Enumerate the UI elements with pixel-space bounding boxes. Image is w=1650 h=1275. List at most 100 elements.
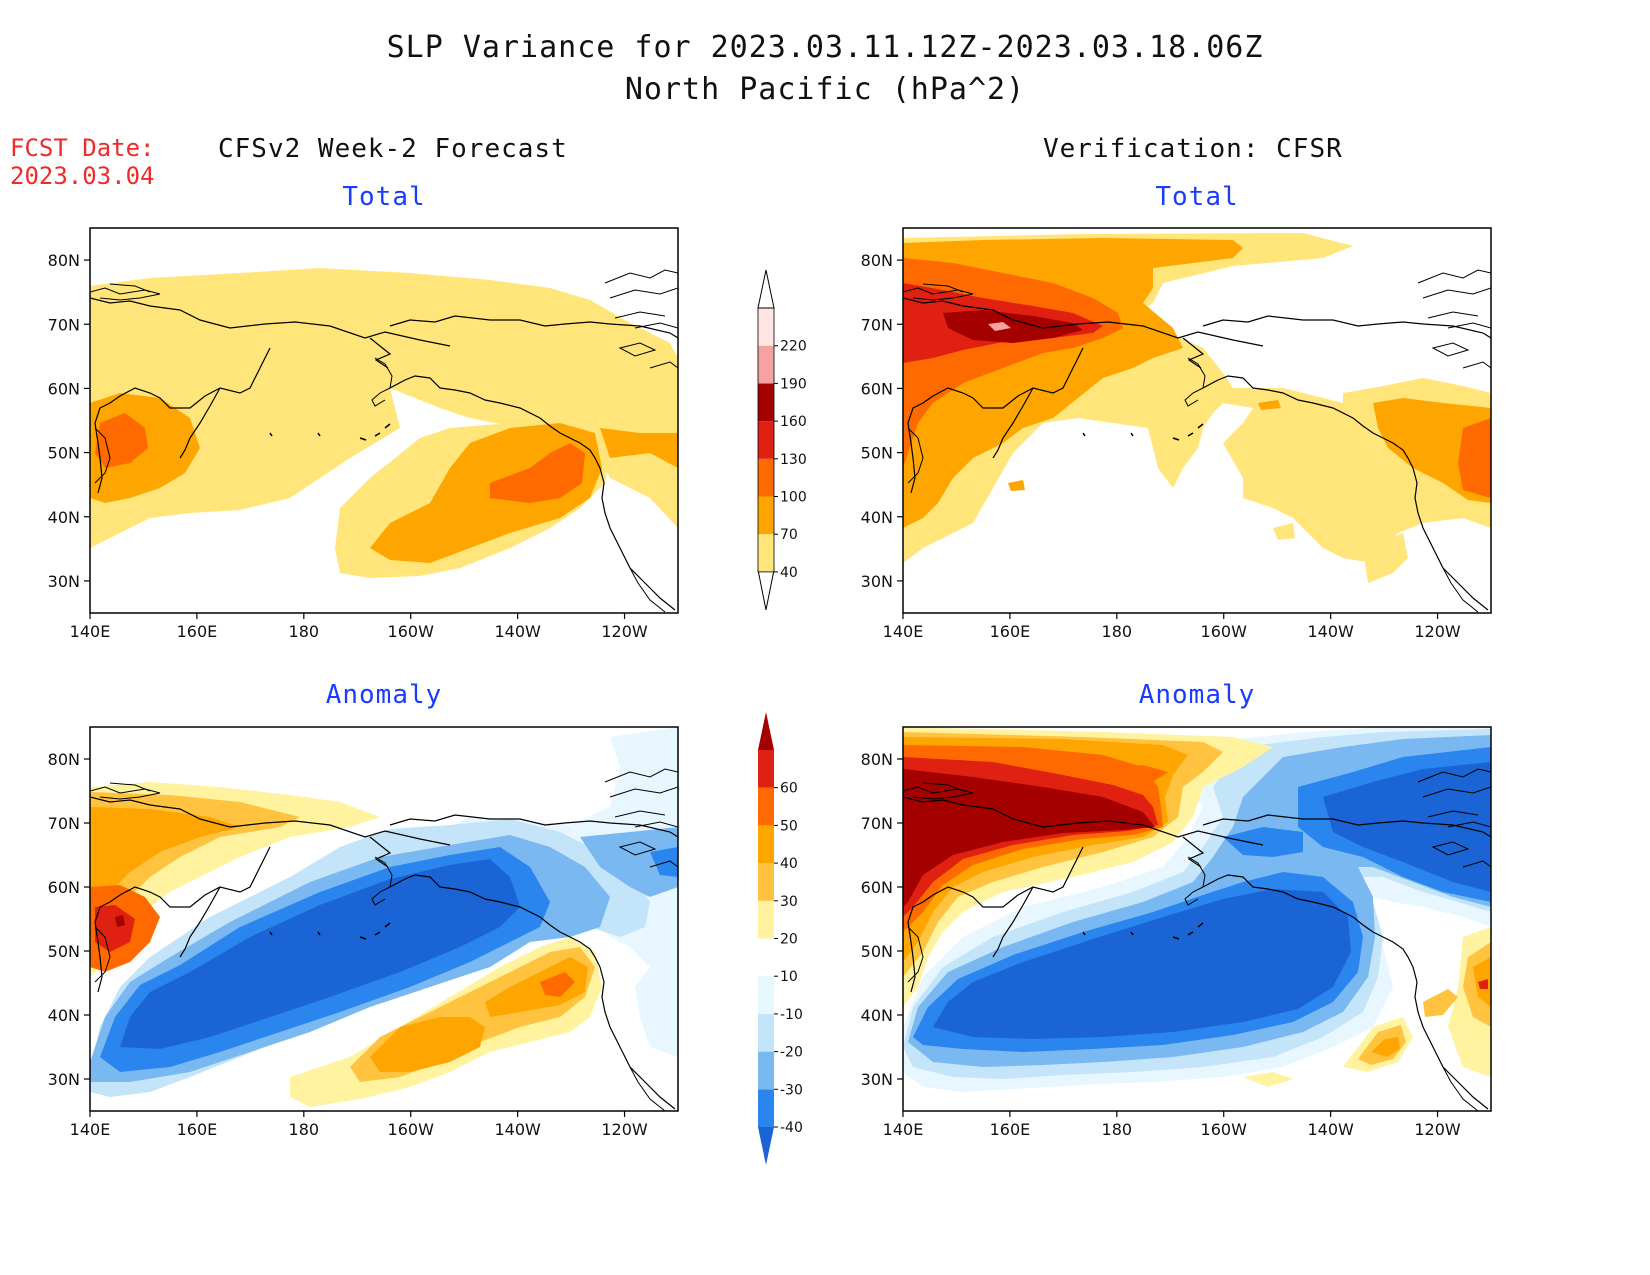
cbar-anomaly-label--10: -10: [780, 1007, 803, 1023]
verification-total-title: Total: [1155, 182, 1239, 212]
fcst-date-label: FCST Date:: [10, 134, 155, 162]
verification-anomaly-frame: [902, 726, 1492, 1112]
left-column-title: CFSv2 Week-2 Forecast: [218, 134, 568, 164]
cbar-anomaly-swatch: [758, 976, 774, 1014]
forecast-total-frame: [89, 227, 679, 614]
lon-label-160E: 160E: [990, 622, 1031, 641]
lat-label-70N: 70N: [861, 814, 893, 833]
colorbar-anomaly: -40 -30 -20 -10 10 20 30 40 50 60: [758, 712, 803, 1165]
lon-label-140W: 140W: [494, 1120, 541, 1139]
lat-label-60N: 60N: [48, 878, 80, 897]
cbar-total-label-220: 220: [780, 339, 807, 355]
cbar-anomaly-label-30: 30: [780, 894, 798, 910]
lon-label-120W: 120W: [1414, 622, 1461, 641]
lon-label-140E: 140E: [883, 622, 924, 641]
lon-label-140E: 140E: [70, 1120, 111, 1139]
lon-label-160W: 160W: [1201, 1120, 1248, 1139]
cbar-total-label-190: 190: [780, 376, 807, 392]
lon-label-160W: 160W: [388, 1120, 435, 1139]
lat-label-70N: 70N: [48, 315, 80, 334]
verification-anomaly-title: Anomaly: [1138, 680, 1256, 710]
verification-total-map: [903, 228, 1491, 613]
lon-label-120W: 120W: [601, 1120, 648, 1139]
lat-label-50N: 50N: [861, 942, 893, 961]
lat-label-40N: 40N: [861, 508, 893, 527]
lat-label-50N: 50N: [48, 444, 80, 463]
cbar-total-label-160: 160: [780, 414, 807, 430]
cbar-anomaly-swatch: [758, 825, 774, 864]
lon-label-120W: 120W: [601, 622, 648, 641]
cbar-anomaly-label-10: 10: [780, 969, 798, 985]
lon-label-120W: 120W: [1414, 1120, 1461, 1139]
lon-label-140E: 140E: [883, 1120, 924, 1139]
cbar-total-outline: [757, 307, 775, 573]
lat-label-50N: 50N: [861, 444, 893, 463]
lat-label-80N: 80N: [48, 750, 80, 769]
cbar-anomaly-label-60: 60: [780, 781, 798, 797]
cbar-total-swatch: [758, 383, 774, 422]
lat-label-60N: 60N: [861, 878, 893, 897]
lat-label-30N: 30N: [861, 1070, 893, 1089]
cbar-total-swatch: [758, 496, 774, 535]
lat-label-30N: 30N: [48, 572, 80, 591]
cbar-total-swatch: [758, 308, 774, 346]
cbar-total-swatch: [758, 534, 774, 572]
lat-label-80N: 80N: [861, 251, 893, 270]
forecast-total-title: Total: [342, 182, 426, 212]
lon-label-140W: 140W: [1307, 1120, 1354, 1139]
cbar-anomaly-label-20: 20: [780, 932, 798, 948]
lon-label-140W: 140W: [1307, 622, 1354, 641]
lat-label-60N: 60N: [48, 379, 80, 398]
cbar-total-label-70: 70: [780, 527, 798, 543]
forecast-anomaly-map: [90, 727, 678, 1111]
verification-anomaly-map: [903, 727, 1491, 1111]
verification-total-frame: [902, 227, 1492, 614]
cbar-total-label-40: 40: [780, 565, 798, 581]
cbar-anomaly-swatch: [758, 787, 774, 826]
lat-label-80N: 80N: [48, 251, 80, 270]
cbar-anomaly-swatch: [758, 1013, 774, 1052]
lon-label-180: 180: [289, 1120, 320, 1139]
lat-label-40N: 40N: [48, 508, 80, 527]
cbar-anomaly-label-40: 40: [780, 856, 798, 872]
lat-label-30N: 30N: [861, 572, 893, 591]
cbar-anomaly-swatch: [758, 750, 774, 788]
lat-label-70N: 70N: [48, 814, 80, 833]
lon-label-160E: 160E: [990, 1120, 1031, 1139]
chart-subtitle: North Pacific (hPa^2): [624, 72, 1026, 107]
cbar-total-swatch: [758, 345, 774, 384]
cbar-total-swatch: [758, 421, 774, 459]
lon-label-180: 180: [289, 622, 320, 641]
lat-label-30N: 30N: [48, 1070, 80, 1089]
lon-label-160E: 160E: [177, 622, 218, 641]
lat-label-50N: 50N: [48, 942, 80, 961]
lon-label-160W: 160W: [1201, 622, 1248, 641]
cbar-total-label-100: 100: [780, 490, 807, 506]
lon-label-180: 180: [1102, 622, 1133, 641]
forecast-anomaly-title: Anomaly: [325, 680, 443, 710]
lon-label-180: 180: [1102, 1120, 1133, 1139]
cbar-anomaly-high-wedge: [758, 712, 774, 750]
lon-label-160W: 160W: [388, 622, 435, 641]
cbar-anomaly-low-wedge: [758, 1127, 774, 1165]
cbar-total-swatch: [758, 458, 774, 497]
cbar-total-label-130: 130: [780, 452, 807, 468]
map-axes: 80N 70N 60N 50N 40N 30N 140E 160E 180 160W 140W 120…: [48, 251, 1461, 1139]
lon-label-140E: 140E: [70, 622, 111, 641]
lat-label-60N: 60N: [861, 379, 893, 398]
forecast-total-map: [90, 228, 678, 613]
cbar-anomaly-swatch: [758, 1051, 774, 1090]
lat-label-70N: 70N: [861, 315, 893, 334]
forecast-anomaly-frame: [89, 726, 679, 1112]
cbar-anomaly-swatch: [758, 900, 774, 939]
lat-label-40N: 40N: [48, 1006, 80, 1025]
lat-label-80N: 80N: [861, 750, 893, 769]
cbar-anomaly-swatch: [758, 1089, 774, 1127]
cbar-total-low-wedge: [757, 569, 775, 610]
cbar-anomaly-swatch: [758, 863, 774, 901]
cbar-total-high-wedge: [757, 269, 775, 309]
cbar-anomaly-label--40: -40: [780, 1120, 803, 1136]
lat-label-40N: 40N: [861, 1006, 893, 1025]
cbar-anomaly-swatch: [758, 938, 774, 977]
